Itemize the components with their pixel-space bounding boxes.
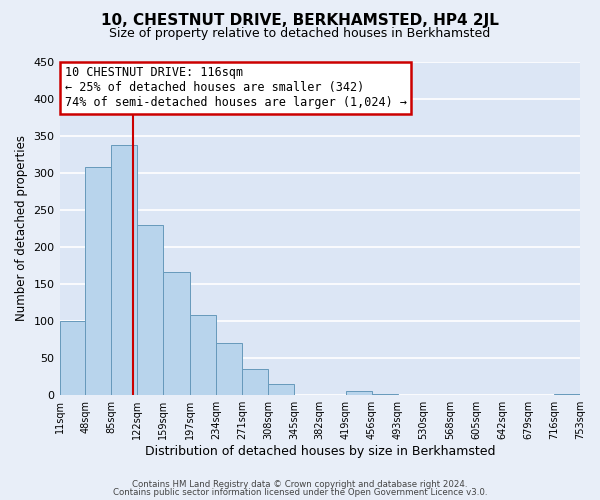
Bar	[137, 225, 163, 394]
Bar	[242, 369, 268, 394]
Text: Contains HM Land Registry data © Crown copyright and database right 2024.: Contains HM Land Registry data © Crown c…	[132, 480, 468, 489]
Bar	[163, 272, 190, 394]
Text: 10, CHESTNUT DRIVE, BERKHAMSTED, HP4 2JL: 10, CHESTNUT DRIVE, BERKHAMSTED, HP4 2JL	[101, 12, 499, 28]
Text: 10 CHESTNUT DRIVE: 116sqm
← 25% of detached houses are smaller (342)
74% of semi: 10 CHESTNUT DRIVE: 116sqm ← 25% of detac…	[65, 66, 407, 110]
Bar	[59, 320, 85, 394]
Y-axis label: Number of detached properties: Number of detached properties	[15, 135, 28, 321]
Text: Contains public sector information licensed under the Open Government Licence v3: Contains public sector information licen…	[113, 488, 487, 497]
Text: Size of property relative to detached houses in Berkhamsted: Size of property relative to detached ho…	[109, 28, 491, 40]
Bar	[346, 391, 371, 394]
Bar	[216, 343, 242, 394]
Bar	[268, 384, 294, 394]
Bar	[112, 145, 137, 394]
X-axis label: Distribution of detached houses by size in Berkhamsted: Distribution of detached houses by size …	[145, 444, 495, 458]
Bar	[85, 168, 112, 394]
Bar	[190, 314, 216, 394]
